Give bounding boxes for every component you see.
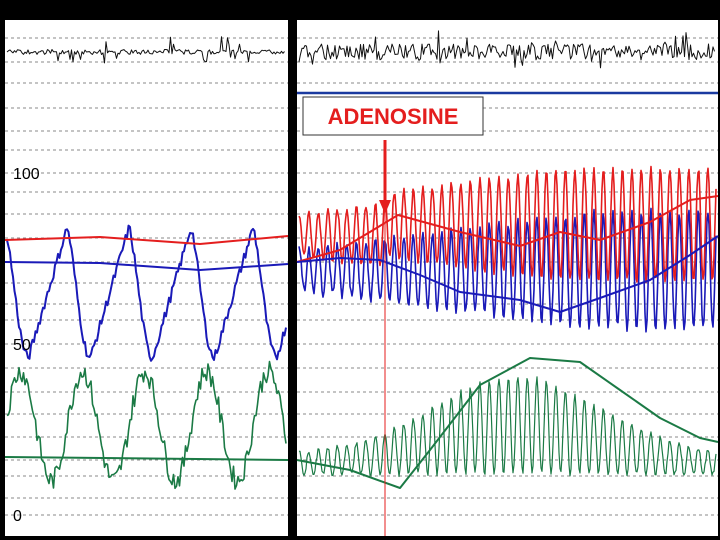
series-blue-mean-right — [296, 235, 719, 313]
series-red-mean-left — [4, 235, 289, 245]
series-red-right — [298, 165, 717, 284]
series-green-mean-left — [4, 456, 289, 461]
panel-left-background — [5, 20, 288, 536]
series-red-mean-right — [296, 195, 719, 263]
adenosine-label-box — [302, 96, 484, 136]
y-tick-100: 100 — [13, 166, 40, 183]
series-green-mean-right — [296, 357, 719, 489]
ecg-trace-left — [6, 36, 285, 64]
adenosine-annotation: ADENOSINE — [302, 96, 484, 536]
series-blue-right — [298, 207, 717, 333]
series-blue-mean-left — [4, 261, 289, 271]
series-blue-left — [6, 224, 287, 362]
series-green-right — [298, 376, 717, 478]
series-green-left — [6, 360, 287, 490]
y-tick-50: 50 — [13, 337, 31, 354]
y-tick-0: 0 — [13, 508, 22, 525]
ecg-trace-right — [298, 30, 715, 69]
adenosine-arrow-head — [379, 200, 391, 214]
adenosine-label: ADENOSINE — [328, 104, 459, 129]
